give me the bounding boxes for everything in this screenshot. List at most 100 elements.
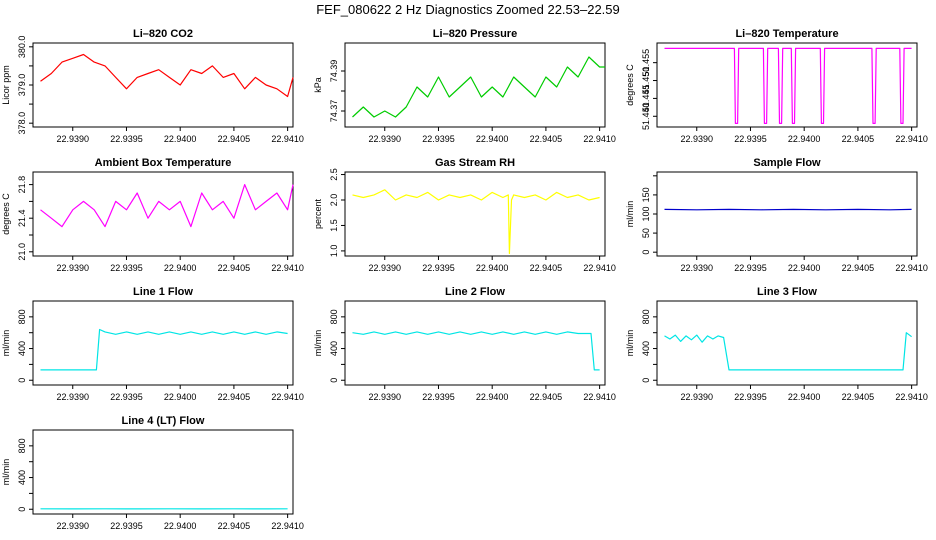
x-tick-label: 22.9405 <box>218 263 251 273</box>
x-tick-label: 22.9395 <box>110 134 143 144</box>
x-tick-label: 22.9410 <box>271 134 304 144</box>
x-tick-label: 22.9400 <box>788 134 821 144</box>
x-tick-label: 22.9400 <box>476 263 509 273</box>
y-tick-label: 2.0 <box>329 194 339 207</box>
x-tick-label: 22.9410 <box>895 392 928 402</box>
x-tick-label: 22.9395 <box>734 263 767 273</box>
y-tick-label: 400 <box>17 341 27 356</box>
chart-title: Sample Flow <box>753 157 821 169</box>
y-tick-label: 0 <box>641 378 651 383</box>
x-tick-label: 22.9395 <box>734 134 767 144</box>
figure-title: FEF_080622 2 Hz Diagnostics Zoomed 22.53… <box>316 2 620 17</box>
x-tick-label: 22.9405 <box>218 134 251 144</box>
x-tick-label: 22.9410 <box>271 263 304 273</box>
y-axis-label: percent <box>313 198 323 229</box>
x-tick-label: 22.9405 <box>530 263 563 273</box>
chart-panel-1: Li–820 CO2 Licor ppm 378.0 379.0 380.0 22.939… <box>1 28 304 144</box>
y-axis-label: ml/min <box>313 330 323 357</box>
x-tick-label: 22.9400 <box>164 134 197 144</box>
y-axis-label: ml/min <box>1 459 11 486</box>
chart-panel-10: Line 4 (LT) Flow ml/min 0 400 800 22.9390 22.9… <box>1 415 304 531</box>
y-tick-label: 0 <box>17 378 27 383</box>
y-tick-label: 51.445 <box>641 85 651 113</box>
y-tick-label: 21.4 <box>17 209 27 227</box>
x-tick-label: 22.9405 <box>218 521 251 531</box>
x-tick-label: 22.9390 <box>56 392 89 402</box>
y-tick-label: 380.0 <box>17 36 27 59</box>
y-tick-label: 800 <box>17 438 27 453</box>
series-line <box>40 53 294 98</box>
x-tick-label: 22.9410 <box>583 263 616 273</box>
x-tick-label: 22.9400 <box>164 392 197 402</box>
y-tick-label: 800 <box>17 309 27 324</box>
y-tick-label: 1.5 <box>329 219 339 232</box>
chart-panel-9: Line 3 Flow ml/min 0 400 800 22.9390 22.9395 22… <box>625 286 928 402</box>
x-tick-label: 22.9400 <box>164 263 197 273</box>
chart-title: Line 4 (LT) Flow <box>122 415 205 427</box>
x-tick-label: 22.9400 <box>476 134 509 144</box>
y-tick-label: 21.8 <box>17 176 27 194</box>
plot-frame <box>656 171 918 257</box>
x-tick-label: 22.9410 <box>271 392 304 402</box>
series-line <box>352 189 600 255</box>
y-tick-label: 150 <box>641 187 651 202</box>
x-tick-label: 22.9400 <box>164 521 197 531</box>
y-tick-label: 74.37 <box>329 100 339 123</box>
y-tick-label: 2.5 <box>329 168 339 181</box>
x-tick-label: 22.9410 <box>583 392 616 402</box>
x-tick-label: 22.9390 <box>368 392 401 402</box>
series-line <box>664 332 912 371</box>
y-tick-label: 51.450 <box>641 67 651 95</box>
series-line <box>352 331 600 371</box>
y-tick-label: 1.0 <box>329 245 339 258</box>
y-axis-label: Licor ppm <box>1 65 11 105</box>
x-tick-label: 22.9405 <box>530 392 563 402</box>
series-line <box>352 56 605 118</box>
plot-frame <box>32 300 294 386</box>
x-tick-label: 22.9390 <box>56 134 89 144</box>
chart-title: Li–820 Temperature <box>735 28 838 40</box>
y-tick-label: 379.0 <box>17 74 27 97</box>
plot-frame <box>344 171 606 257</box>
y-axis-label: kPa <box>313 77 323 93</box>
x-tick-label: 22.9395 <box>110 263 143 273</box>
plot-frame <box>656 300 918 386</box>
x-tick-label: 22.9390 <box>56 263 89 273</box>
y-tick-label: 800 <box>329 309 339 324</box>
x-tick-label: 22.9405 <box>530 134 563 144</box>
chart-panel-4: Ambient Box Temperature degrees C 21.0 21.4… <box>1 157 304 273</box>
y-tick-label: 21.0 <box>17 243 27 261</box>
x-tick-label: 22.9400 <box>476 392 509 402</box>
x-tick-label: 22.9410 <box>583 134 616 144</box>
chart-panel-6: Sample Flow ml/min 0 50 100 150 22.9390 22.9395… <box>625 157 928 273</box>
chart-panel-7: Line 1 Flow ml/min 0 400 800 22.9390 22.9395 22… <box>1 286 304 402</box>
plot-frame <box>32 171 294 257</box>
series-line <box>664 47 912 125</box>
x-tick-label: 22.9395 <box>422 392 455 402</box>
y-axis-label: degrees C <box>1 193 11 235</box>
y-tick-label: 400 <box>641 341 651 356</box>
y-tick-label: 378.0 <box>17 112 27 135</box>
chart-title: Line 2 Flow <box>445 286 505 298</box>
x-tick-label: 22.9395 <box>734 392 767 402</box>
x-tick-label: 22.9405 <box>842 392 875 402</box>
y-tick-label: 0 <box>329 378 339 383</box>
x-tick-label: 22.9395 <box>422 134 455 144</box>
chart-title: Gas Stream RH <box>435 157 515 169</box>
x-tick-label: 22.9390 <box>368 134 401 144</box>
y-tick-label: 100 <box>641 206 651 221</box>
x-tick-label: 22.9410 <box>271 521 304 531</box>
y-tick-label: 0 <box>17 507 27 512</box>
y-tick-label: 51.440 <box>641 103 651 131</box>
x-tick-label: 22.9395 <box>110 392 143 402</box>
y-tick-label: 800 <box>641 309 651 324</box>
y-axis-label: ml/min <box>1 330 11 357</box>
chart-title: Li–820 CO2 <box>133 28 193 40</box>
y-axis-label: ml/min <box>625 330 635 357</box>
x-tick-label: 22.9405 <box>842 134 875 144</box>
plot-frame <box>32 429 294 515</box>
series-line <box>40 328 288 371</box>
plot-frame <box>32 42 294 128</box>
